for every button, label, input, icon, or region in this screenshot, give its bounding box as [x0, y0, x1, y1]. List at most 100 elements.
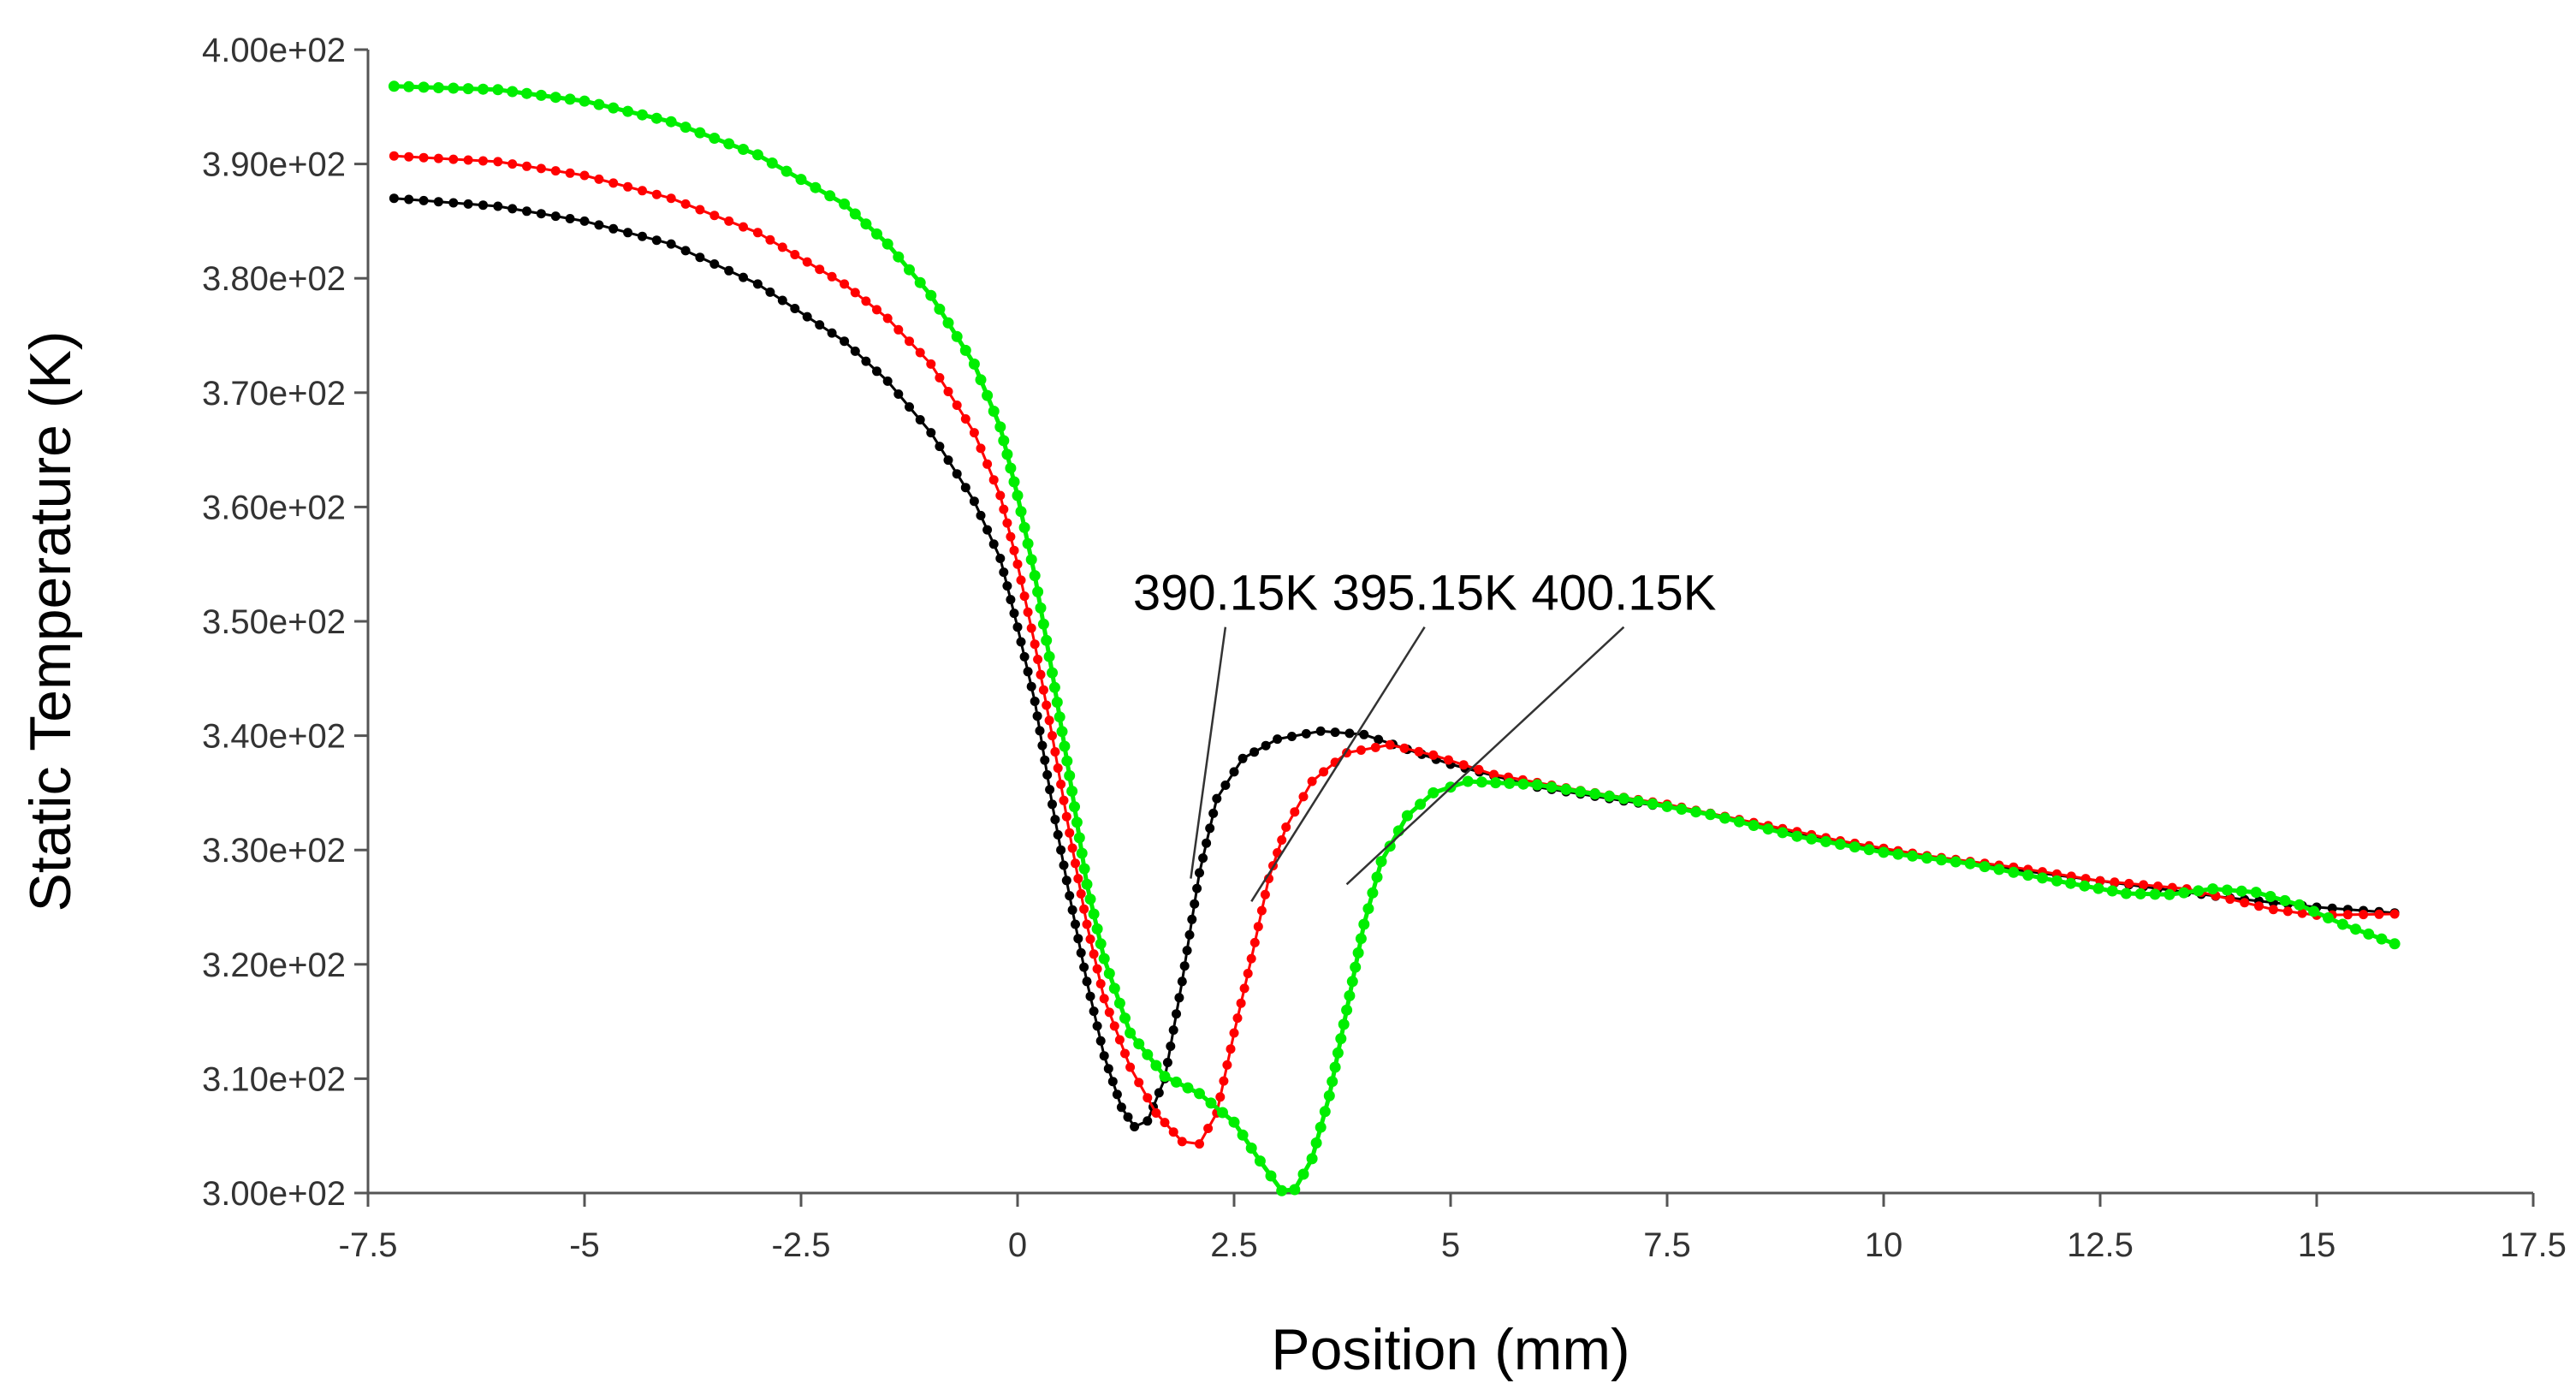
data-point — [2008, 866, 2020, 878]
data-point — [1297, 1168, 1309, 1180]
data-point — [942, 317, 954, 329]
data-point — [1019, 591, 1030, 602]
data-point — [1076, 888, 1086, 899]
data-point — [1762, 823, 1774, 835]
data-point — [724, 216, 734, 226]
data-point — [1229, 767, 1239, 777]
data-point — [1964, 858, 1976, 870]
data-point — [1458, 760, 1469, 770]
data-point — [1249, 747, 1260, 757]
data-point — [2297, 908, 2307, 918]
data-point — [1217, 1107, 1228, 1119]
data-point — [1067, 905, 1077, 915]
data-point — [1037, 740, 1048, 751]
data-point — [1489, 769, 1499, 780]
data-point — [1676, 804, 1688, 815]
data-point — [1806, 833, 1818, 845]
data-point — [1029, 570, 1041, 582]
data-point — [1604, 790, 1615, 802]
data-point — [915, 347, 925, 358]
data-point — [1341, 1004, 1353, 1016]
data-point — [976, 510, 986, 520]
data-point — [1151, 1108, 1161, 1118]
data-point — [1041, 634, 1053, 646]
data-point — [790, 250, 800, 259]
y-axis-ticks: 3.00e+02 3.10e+02 3.20e+02 3.30e+02 3.40e+02… — [202, 32, 368, 1213]
data-point — [1032, 711, 1042, 721]
data-point — [1172, 1009, 1181, 1019]
data-point — [1043, 650, 1055, 662]
data-point — [1056, 726, 1068, 738]
data-point — [1059, 795, 1069, 805]
data-point — [1048, 681, 1060, 693]
data-point — [579, 216, 590, 226]
data-point — [1184, 929, 1195, 940]
data-point — [994, 421, 1006, 433]
data-point — [1220, 781, 1231, 790]
data-point — [1168, 1025, 1178, 1036]
data-point — [709, 211, 720, 221]
data-point — [1589, 788, 1601, 800]
data-point — [2342, 910, 2353, 920]
data-point — [1344, 990, 1356, 1001]
data-point — [1078, 863, 1090, 875]
data-point — [637, 109, 648, 121]
data-point — [1179, 961, 1190, 971]
data-point — [1329, 1061, 1341, 1073]
data-point — [493, 201, 503, 211]
data-point — [982, 525, 993, 535]
data-point — [1355, 933, 1367, 945]
data-point — [1306, 1153, 1318, 1165]
data-point — [666, 239, 676, 249]
data-point — [766, 157, 778, 169]
data-point — [1290, 807, 1300, 817]
data-point — [802, 257, 812, 267]
data-point — [998, 435, 1010, 447]
data-point — [995, 490, 1006, 501]
data-point — [1019, 651, 1030, 662]
data-point — [739, 222, 748, 232]
data-point — [1125, 1027, 1137, 1039]
data-point — [565, 214, 575, 223]
data-point — [1705, 809, 1717, 821]
data-point — [1399, 743, 1410, 753]
data-point — [1018, 521, 1030, 533]
data-point — [404, 151, 414, 162]
x-tick-label: 15 — [2298, 1226, 2336, 1264]
data-point — [1012, 622, 1023, 632]
data-point — [1350, 961, 1362, 973]
data-point — [1327, 1076, 1338, 1088]
data-point — [960, 414, 970, 424]
data-point — [1332, 1047, 1344, 1059]
data-point — [1026, 623, 1036, 633]
data-point — [622, 105, 634, 117]
data-point — [872, 366, 881, 377]
data-point — [1133, 1038, 1145, 1050]
data-point — [1103, 968, 1115, 979]
data-point — [1069, 801, 1080, 813]
data-point — [478, 83, 489, 95]
data-point — [1273, 734, 1283, 745]
data-point — [1892, 848, 1904, 860]
data-point — [2079, 880, 2091, 892]
data-point — [1194, 1088, 1205, 1100]
data-point — [872, 305, 881, 315]
data-point — [1560, 783, 1572, 795]
data-point — [1051, 697, 1063, 708]
data-point — [777, 295, 787, 306]
data-point — [2282, 906, 2293, 917]
data-point — [1182, 946, 1192, 956]
y-tick-label: 3.50e+02 — [202, 603, 346, 641]
data-point — [680, 199, 691, 209]
data-point — [982, 459, 993, 469]
data-point — [840, 336, 850, 347]
data-point — [1103, 1064, 1113, 1074]
data-point — [935, 372, 945, 383]
data-point — [432, 82, 444, 93]
data-point — [1777, 827, 1789, 839]
data-point — [2376, 933, 2388, 945]
data-point — [1546, 781, 1558, 793]
data-point — [1319, 1106, 1331, 1118]
data-point — [1042, 769, 1053, 780]
data-point — [448, 82, 460, 94]
